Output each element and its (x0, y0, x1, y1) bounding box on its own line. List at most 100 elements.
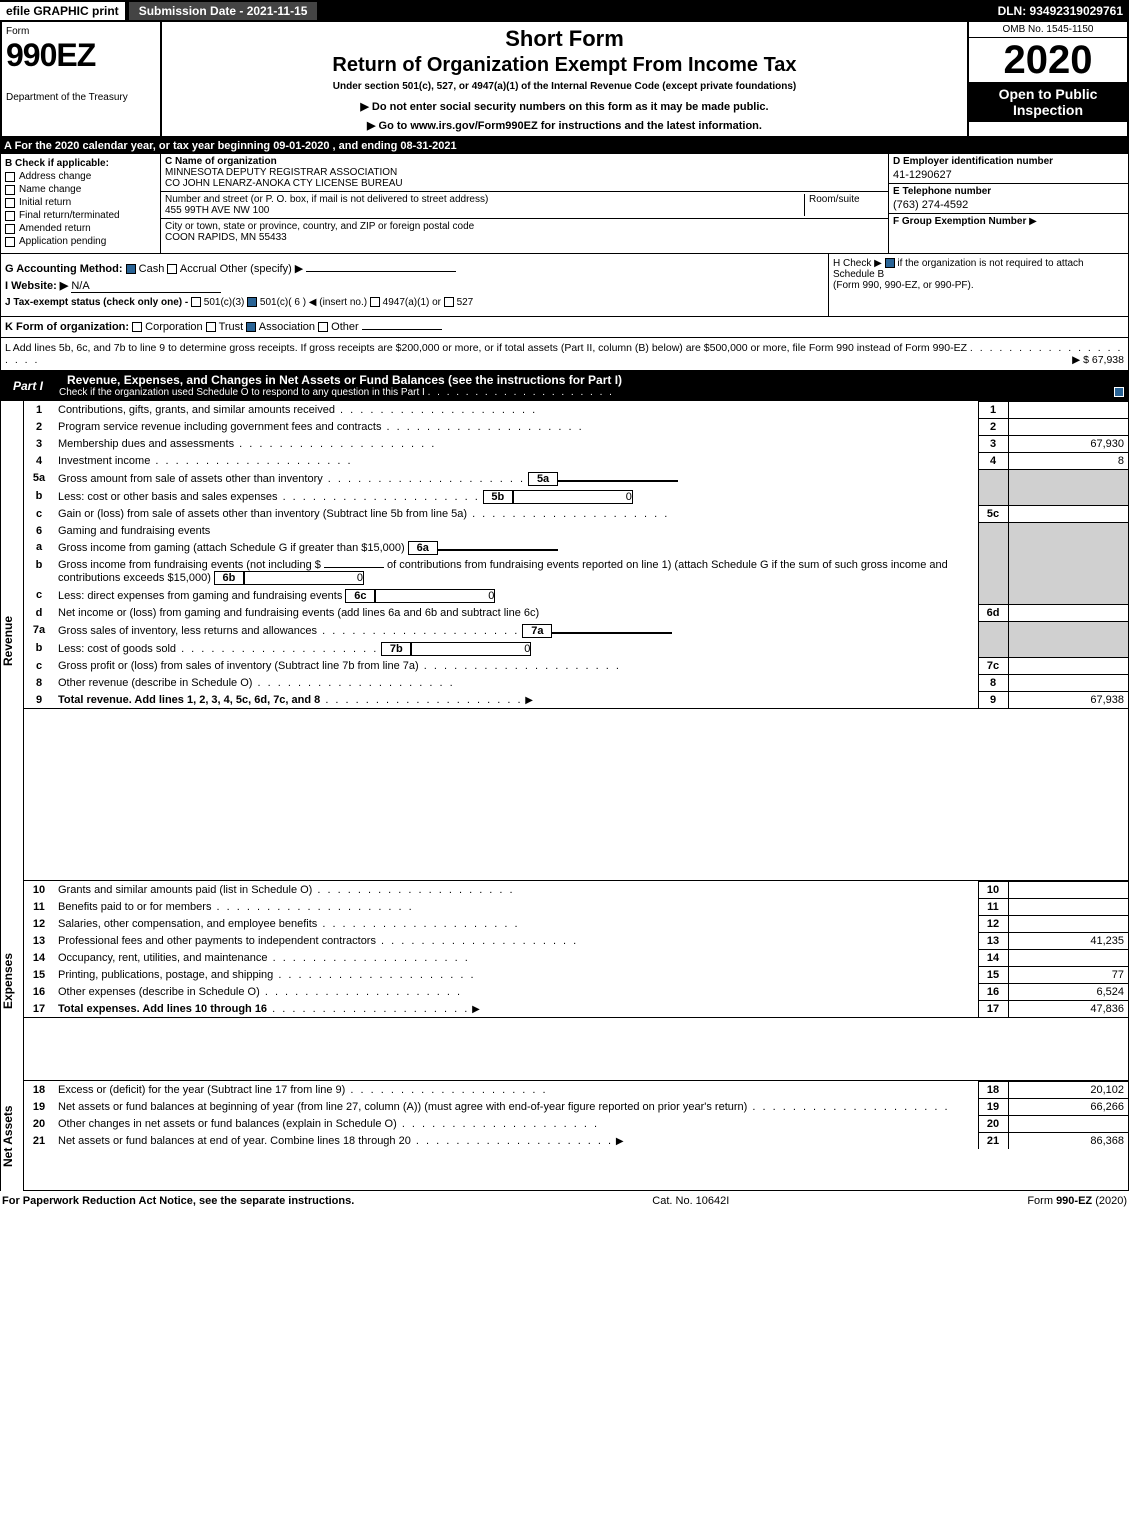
chk-schedule-b[interactable] (885, 258, 895, 268)
f-arrow-icon: ▶ (1029, 216, 1037, 227)
subtitle-ssn-warning: ▶ Do not enter social security numbers o… (170, 100, 959, 113)
ln16-desc: Other expenses (describe in Schedule O) (58, 986, 260, 998)
chk-527[interactable] (444, 297, 454, 307)
chk-trust[interactable] (206, 322, 216, 332)
ln1-amt (1008, 402, 1128, 419)
tax-year: 2020 (969, 38, 1127, 82)
j-501c: 501(c)( 6 ) ◀ (insert no.) (260, 297, 367, 308)
ln16-ref: 16 (978, 984, 1008, 1001)
footer-right: Form 990-EZ (2020) (1027, 1195, 1127, 1207)
ln9-ref: 9 (978, 692, 1008, 709)
j-4947: 4947(a)(1) or (383, 297, 441, 308)
ln10-num: 10 (24, 882, 54, 899)
chk-501c3[interactable] (191, 297, 201, 307)
org-name-1: MINNESOTA DEPUTY REGISTRAR ASSOCIATION (165, 167, 884, 178)
expenses-table: 10Grants and similar amounts paid (list … (24, 881, 1128, 1018)
ln7b-shade-amt (1008, 640, 1128, 658)
chk-address-change[interactable] (5, 172, 15, 182)
ln15-desc: Printing, publications, postage, and shi… (58, 969, 273, 981)
ln15-ref: 15 (978, 967, 1008, 984)
chk-final-return[interactable] (5, 211, 15, 221)
ln20-ref: 20 (978, 1116, 1008, 1133)
ln18-ref: 18 (978, 1082, 1008, 1099)
ln13-amt: 41,235 (1008, 933, 1128, 950)
ln6c-desc: Less: direct expenses from gaming and fu… (58, 590, 342, 602)
efile-print-button[interactable]: efile GRAPHIC print (0, 2, 125, 20)
g-other: Other (specify) ▶ (220, 263, 304, 275)
ln5b-sv: 0 (513, 490, 633, 504)
ln15-amt: 77 (1008, 967, 1128, 984)
ln14-desc: Occupancy, rent, utilities, and maintena… (58, 952, 268, 964)
ln2-ref: 2 (978, 419, 1008, 436)
ln6b-blank[interactable] (324, 567, 384, 568)
chk-accrual[interactable] (167, 264, 177, 274)
chk-corporation[interactable] (132, 322, 142, 332)
ln5a-sn: 5a (528, 472, 558, 486)
chk-association[interactable] (246, 322, 256, 332)
revenue-label-col: Revenue (0, 401, 24, 881)
footer-center: Cat. No. 10642I (652, 1195, 729, 1207)
submission-date-button[interactable]: Submission Date - 2021-11-15 (129, 2, 318, 20)
ln6a-sn: 6a (408, 541, 438, 555)
ln4-desc: Investment income (58, 455, 150, 467)
title-short-form: Short Form (170, 26, 959, 52)
ln7a-sv (552, 632, 672, 634)
block-c-org-info: C Name of organization MINNESOTA DEPUTY … (161, 154, 888, 253)
ln6d-num: d (24, 605, 54, 622)
chk-schedule-o[interactable] (1114, 387, 1124, 397)
ln7c-desc: Gross profit or (loss) from sales of inv… (58, 660, 419, 672)
ln7a-num: 7a (24, 622, 54, 640)
ln6b-shade-amt (1008, 557, 1128, 587)
org-name-2: CO JOHN LENARZ-ANOKA CTY LICENSE BUREAU (165, 178, 884, 189)
ln1-desc: Contributions, gifts, grants, and simila… (58, 404, 335, 416)
g-other-input[interactable] (306, 271, 456, 272)
opt-address-change: Address change (19, 171, 91, 182)
part1-table-outer: Revenue 1Contributions, gifts, grants, a… (0, 401, 1129, 881)
ln4-num: 4 (24, 453, 54, 470)
ln13-desc: Professional fees and other payments to … (58, 935, 376, 947)
chk-501c[interactable] (247, 297, 257, 307)
opt-name-change: Name change (19, 184, 81, 195)
block-g-h: G Accounting Method: Cash Accrual Other … (0, 254, 1129, 317)
k-other-input[interactable] (362, 329, 442, 330)
ln3-desc: Membership dues and assessments (58, 438, 234, 450)
g-cash: Cash (139, 263, 165, 275)
room-suite-label: Room/suite (809, 194, 860, 205)
j-527: 527 (457, 297, 474, 308)
ln7c-amt (1008, 658, 1128, 675)
k-association: Association (259, 321, 315, 333)
open-to-public: Open to Public Inspection (969, 82, 1127, 122)
block-d-e-f: D Employer identification number 41-1290… (888, 154, 1128, 253)
subtitle-goto-link[interactable]: ▶ Go to www.irs.gov/Form990EZ for instru… (170, 119, 959, 132)
ln16-num: 16 (24, 984, 54, 1001)
chk-other[interactable] (318, 322, 328, 332)
c-city-label: City or town, state or province, country… (165, 221, 884, 232)
chk-4947[interactable] (370, 297, 380, 307)
ln6-num: 6 (24, 523, 54, 539)
ln7b-sn: 7b (381, 642, 411, 656)
phone-value: (763) 274-4592 (893, 199, 1124, 211)
ln6c-sn: 6c (345, 589, 375, 603)
part1-header: Part I Revenue, Expenses, and Changes in… (0, 371, 1129, 401)
ln4-ref: 4 (978, 453, 1008, 470)
chk-name-change[interactable] (5, 185, 15, 195)
chk-application-pending[interactable] (5, 237, 15, 247)
opt-application-pending: Application pending (19, 236, 106, 247)
ln6d-ref: 6d (978, 605, 1008, 622)
ln6c-shade-amt (1008, 587, 1128, 605)
ln5b-num: b (24, 488, 54, 506)
ln20-num: 20 (24, 1116, 54, 1133)
chk-initial-return[interactable] (5, 198, 15, 208)
org-city: COON RAPIDS, MN 55433 (165, 232, 884, 243)
ln7b-sv: 0 (411, 642, 531, 656)
part1-sub: Check if the organization used Schedule … (59, 387, 1124, 398)
ln6d-amt (1008, 605, 1128, 622)
page-footer: For Paperwork Reduction Act Notice, see … (0, 1191, 1129, 1211)
ln2-desc: Program service revenue including govern… (58, 421, 381, 433)
header-center: Short Form Return of Organization Exempt… (162, 22, 967, 136)
ln6c-shade (978, 587, 1008, 605)
chk-cash[interactable] (126, 264, 136, 274)
chk-amended-return[interactable] (5, 224, 15, 234)
ln3-ref: 3 (978, 436, 1008, 453)
ln10-ref: 10 (978, 882, 1008, 899)
